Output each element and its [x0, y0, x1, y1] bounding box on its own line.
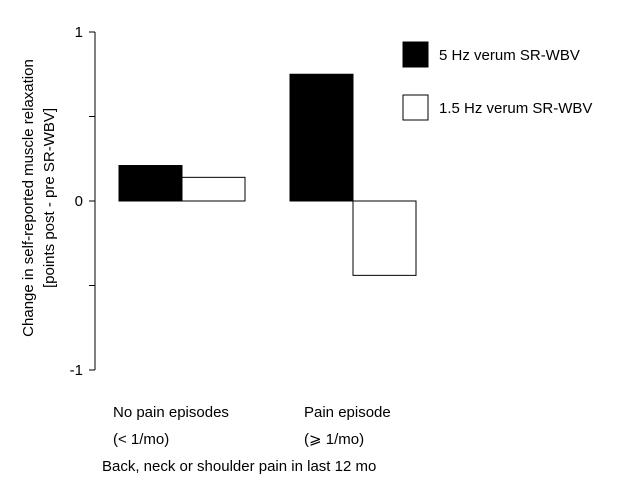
y-tick-label: -1 [70, 362, 83, 379]
bar-series-1-cat-2 [289, 73, 354, 202]
legend-label: 1.5 Hz verum SR-WBV [439, 100, 592, 117]
y-tick-label: 0 [75, 193, 83, 210]
bar-series-2-cat-1 [181, 176, 246, 202]
x-category-label: Pain episode [304, 404, 391, 421]
x-category-label: (⩾ 1/mo) [304, 431, 364, 448]
legend-label: 5 Hz verum SR-WBV [439, 47, 580, 64]
legend-swatch [402, 94, 429, 121]
bar-series-1-cat-1 [118, 165, 183, 202]
x-category-label: No pain episodes [113, 404, 229, 421]
y-axis-title: [points post - pre SR-WBV] [41, 108, 58, 288]
y-axis-title: Change in self-reported muscle relaxatio… [20, 59, 37, 337]
y-tick-label: 1 [75, 24, 83, 41]
legend-swatch [402, 41, 429, 68]
x-axis-title: Back, neck or shoulder pain in last 12 m… [102, 458, 376, 475]
bar-series-2-cat-2 [352, 200, 417, 276]
x-category-label: (< 1/mo) [113, 431, 169, 448]
